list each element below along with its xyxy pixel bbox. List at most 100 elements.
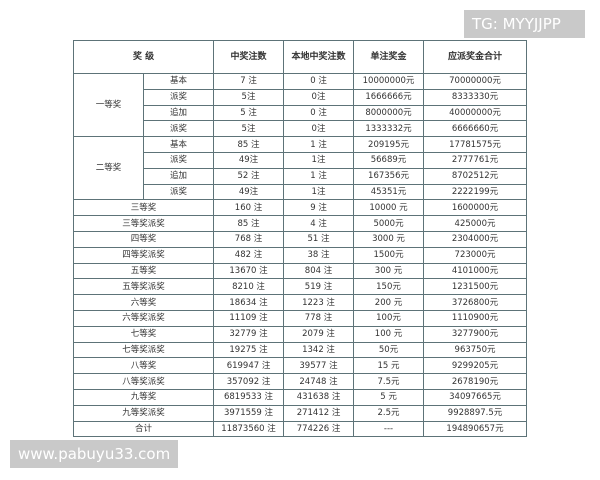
local-winners: 9 注 xyxy=(283,199,355,217)
prize: 10000000元 xyxy=(353,73,425,90)
table-row: 四等奖 768 注 51 注 3000 元 2304000元 xyxy=(72,230,528,248)
prize-level: 五等奖派奖 xyxy=(72,278,215,296)
prize: 1666666元 xyxy=(353,88,425,106)
winners: 482 注 xyxy=(213,246,285,264)
prize-level: 四等奖派奖 xyxy=(72,246,215,264)
sub-level: 基本 xyxy=(142,73,215,90)
winners: 13670 注 xyxy=(213,262,285,280)
prize-level: 九等奖派奖 xyxy=(72,404,215,422)
local-winners: 38 注 xyxy=(283,246,355,264)
total: 9928897.5元 xyxy=(423,404,528,422)
header-local-winners: 本地中奖注数 xyxy=(283,40,355,74)
prize: 1333332元 xyxy=(353,120,425,138)
local-winners: 2079 注 xyxy=(283,325,355,343)
local-winners: 1注 xyxy=(283,151,355,169)
winners: 7 注 xyxy=(213,73,285,90)
prize-level: 合计 xyxy=(72,420,215,438)
prize: 300 元 xyxy=(353,262,425,280)
winners: 11109 注 xyxy=(213,309,285,327)
prize: 200 元 xyxy=(353,294,425,311)
table-row: 派奖 5注 0注 1666666元 8333330元 xyxy=(74,88,528,106)
prize: 209195元 xyxy=(353,136,425,153)
prize: 50元 xyxy=(353,341,425,359)
prize-level: 六等奖派奖 xyxy=(72,309,215,327)
total: 17781575元 xyxy=(423,136,528,153)
winners: 8210 注 xyxy=(213,278,285,296)
winners: 6819533 注 xyxy=(213,388,285,406)
prize: 150元 xyxy=(353,278,425,296)
prize: 7.5元 xyxy=(353,373,425,390)
total: 963750元 xyxy=(423,341,528,359)
header-row: 奖 级 中奖注数 本地中奖注数 单注奖金 应派奖金合计 xyxy=(72,40,528,74)
total: 2777761元 xyxy=(423,151,528,169)
sub-level: 派奖 xyxy=(142,151,215,169)
total: 2304000元 xyxy=(423,230,528,248)
total: 3726800元 xyxy=(423,294,528,311)
total: 4101000元 xyxy=(423,262,528,280)
prize: 1500元 xyxy=(353,246,425,264)
winners: 19275 注 xyxy=(213,341,285,359)
total: 6666660元 xyxy=(423,120,528,138)
total: 1231500元 xyxy=(423,278,528,296)
header-total: 应派奖金合计 xyxy=(423,40,528,74)
prize-level: 七等奖派奖 xyxy=(72,341,215,359)
table-row: 派奖 49注 1注 56689元 2777761元 xyxy=(74,151,528,169)
total: 40000000元 xyxy=(423,104,528,122)
prize: 167356元 xyxy=(353,167,425,185)
total: 8702512元 xyxy=(423,167,528,185)
prize: 3000 元 xyxy=(353,230,425,248)
header-prize: 单注奖金 xyxy=(353,40,425,74)
local-winners: 51 注 xyxy=(283,230,355,248)
winners: 85 注 xyxy=(213,215,285,232)
winners: 357092 注 xyxy=(213,373,285,390)
total: 9299205元 xyxy=(423,357,528,375)
winners: 85 注 xyxy=(213,136,285,153)
prize: 15 元 xyxy=(353,357,425,375)
total: 194890657元 xyxy=(423,420,528,438)
local-winners: 1223 注 xyxy=(283,294,355,311)
prize-level: 五等奖 xyxy=(72,262,215,280)
local-winners: 804 注 xyxy=(283,262,355,280)
total: 1110900元 xyxy=(423,309,528,327)
table-row: 八等奖 619947 注 39577 注 15 元 9299205元 xyxy=(72,357,528,375)
winners: 619947 注 xyxy=(213,357,285,375)
prize-level: 四等奖 xyxy=(72,230,215,248)
total: 1600000元 xyxy=(423,199,528,217)
sub-level: 派奖 xyxy=(142,120,215,138)
table-row: 七等奖 32779 注 2079 注 100 元 3277900元 xyxy=(72,325,528,343)
total: 723000元 xyxy=(423,246,528,264)
watermark-bottom: www.pabuyu33.com xyxy=(10,440,178,468)
local-winners: 0 注 xyxy=(283,73,355,90)
sub-level: 追加 xyxy=(142,167,215,185)
prize: 10000 元 xyxy=(353,199,425,217)
prize: 2.5元 xyxy=(353,404,425,422)
total: 8333330元 xyxy=(423,88,528,106)
table-row: 六等奖 18634 注 1223 注 200 元 3726800元 xyxy=(72,294,528,311)
prize-level: 三等奖派奖 xyxy=(72,215,215,232)
prize: 100元 xyxy=(353,309,425,327)
winners: 49注 xyxy=(213,151,285,169)
winners: 49注 xyxy=(213,183,285,201)
local-winners: 1注 xyxy=(283,183,355,201)
winners: 5注 xyxy=(213,88,285,106)
total: 70000000元 xyxy=(423,73,528,90)
prize: --- xyxy=(353,420,425,438)
table-row: 六等奖派奖 11109 注 778 注 100元 1110900元 xyxy=(72,309,528,327)
local-winners: 1 注 xyxy=(283,167,355,185)
prize: 5 元 xyxy=(353,388,425,406)
winners: 768 注 xyxy=(213,230,285,248)
header-level: 奖 级 xyxy=(72,40,215,74)
table-row: 五等奖派奖 8210 注 519 注 150元 1231500元 xyxy=(72,278,528,296)
local-winners: 0注 xyxy=(283,120,355,138)
sub-level: 派奖 xyxy=(142,88,215,106)
local-winners: 1 注 xyxy=(283,136,355,153)
sub-level: 派奖 xyxy=(142,183,215,201)
prize-level: 八等奖 xyxy=(72,357,215,375)
prize: 5000元 xyxy=(353,215,425,232)
prize-level: 六等奖 xyxy=(72,294,215,311)
